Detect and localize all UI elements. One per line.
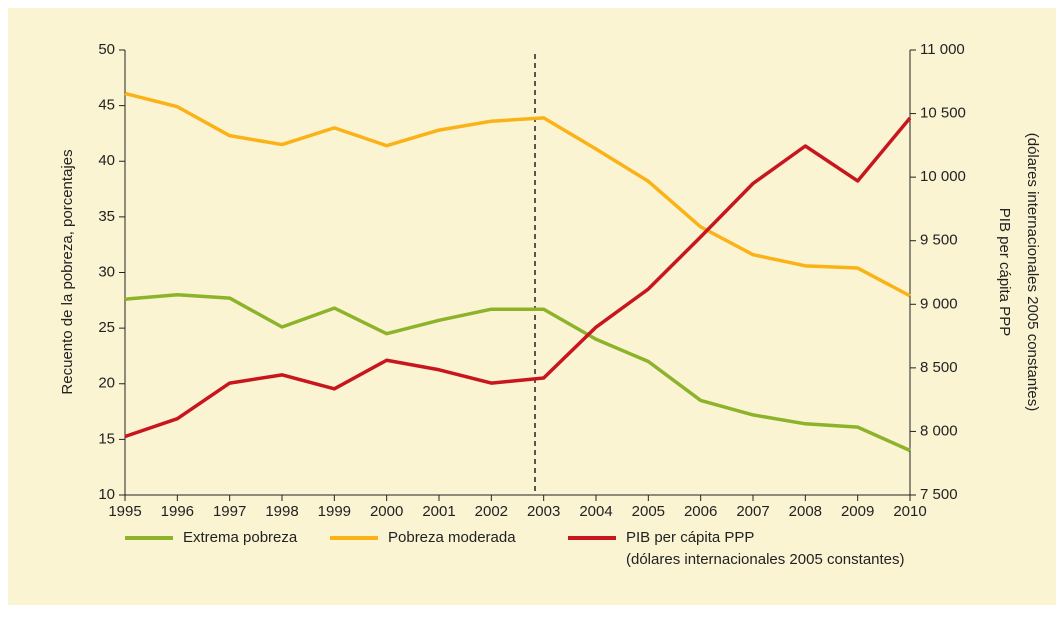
- y-tick-label: 25: [98, 319, 115, 336]
- y-tick-label: 10: [98, 486, 115, 503]
- legend-swatch: [125, 536, 173, 540]
- y-tick-label: 50: [98, 41, 115, 58]
- x-tick-label: 2010: [893, 503, 926, 520]
- y2-tick-label: 10 500: [920, 105, 966, 122]
- x-tick-label: 1998: [265, 503, 298, 520]
- y2-tick-label: 8 000: [920, 422, 958, 439]
- y-axis-label: Recuento de la pobreza, porcentajes: [59, 149, 76, 394]
- y2-tick-label: 10 000: [920, 168, 966, 185]
- series-line: [124, 293, 911, 453]
- x-tick-label: 2006: [684, 503, 717, 520]
- x-tick-label: 2003: [527, 503, 560, 520]
- series-line: [124, 91, 911, 298]
- panel: [8, 8, 1056, 605]
- legend-label: PIB per cápita PPP (dólares internaciona…: [626, 529, 905, 568]
- y2-tick-label: 8 500: [920, 359, 958, 376]
- x-tick-label: 2000: [370, 503, 403, 520]
- legend-label: Extrema pobreza: [183, 529, 298, 546]
- x-tick-label: 2008: [789, 503, 822, 520]
- x-tick-label: 1996: [161, 503, 194, 520]
- y-tick-label: 20: [98, 375, 115, 392]
- x-tick-label: 1997: [213, 503, 246, 520]
- y2-tick-label: 11 000: [920, 41, 965, 58]
- y2-tick-label: 7 500: [920, 486, 958, 503]
- x-tick-label: 2009: [841, 503, 874, 520]
- y-tick-label: 40: [98, 152, 115, 169]
- legend-swatch: [568, 536, 616, 540]
- y-tick-label: 15: [98, 430, 115, 447]
- legend-swatch: [330, 536, 378, 540]
- x-tick-label: 2007: [736, 503, 769, 520]
- y-tick-label: 30: [98, 263, 115, 280]
- y-tick-label: 45: [98, 97, 115, 114]
- x-tick-label: 1999: [318, 503, 351, 520]
- legend-label: Pobreza moderada: [388, 529, 516, 546]
- x-tick-label: 2004: [579, 503, 612, 520]
- y2-tick-label: 9 000: [920, 295, 958, 312]
- x-tick-label: 2001: [422, 503, 455, 520]
- series-line: [124, 116, 912, 439]
- x-tick-label: 2002: [475, 503, 508, 520]
- x-tick-label: 2005: [632, 503, 665, 520]
- y2-axis-label: PIB per cápita PPP: [996, 208, 1013, 336]
- y2-axis-label: (dólares internacionales 2005 constantes…: [1024, 133, 1041, 412]
- y-tick-label: 35: [98, 208, 115, 225]
- x-tick-label: 1995: [108, 503, 141, 520]
- y2-tick-label: 9 500: [920, 232, 958, 249]
